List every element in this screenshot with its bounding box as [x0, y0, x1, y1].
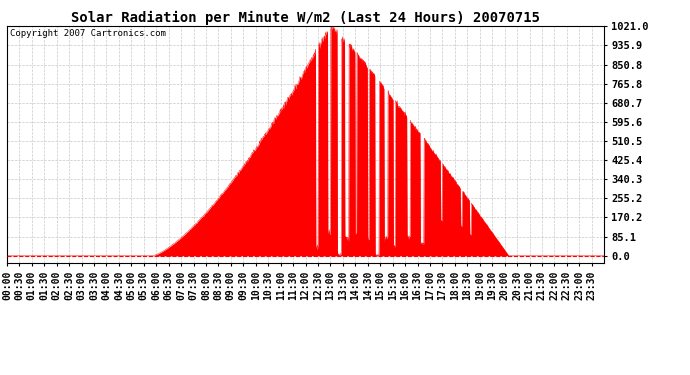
Title: Solar Radiation per Minute W/m2 (Last 24 Hours) 20070715: Solar Radiation per Minute W/m2 (Last 24… — [71, 11, 540, 25]
Text: Copyright 2007 Cartronics.com: Copyright 2007 Cartronics.com — [10, 28, 166, 38]
